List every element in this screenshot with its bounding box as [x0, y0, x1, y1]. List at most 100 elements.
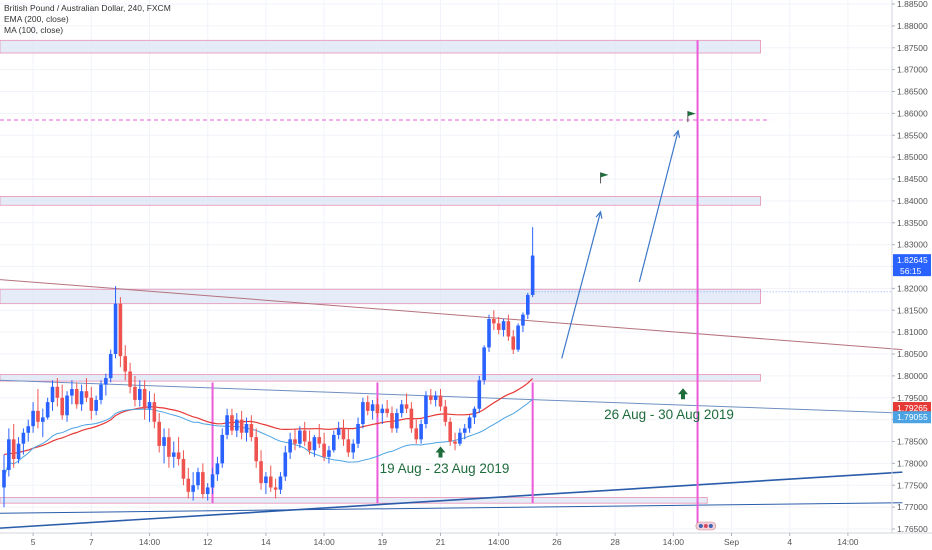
- price-box-bg: [893, 254, 931, 277]
- candle: [472, 406, 477, 424]
- candle: [249, 415, 254, 442]
- time-axis-label: 26: [552, 537, 562, 547]
- candle: [65, 391, 69, 422]
- candle-body: [419, 424, 423, 440]
- candle-body: [336, 428, 341, 435]
- chart-legend: British Pound / Australian Dollar, 240, …: [4, 3, 171, 36]
- price-axis-label: 1.82000: [897, 283, 928, 293]
- candle: [482, 345, 486, 385]
- candle: [239, 410, 244, 440]
- candle: [516, 323, 520, 352]
- forecast-arrow-shaft: [638, 130, 679, 282]
- price-axis-label: 1.76500: [897, 524, 928, 534]
- candle-body: [327, 450, 331, 457]
- candle-body: [472, 408, 477, 418]
- time-axis-label: 14: [261, 537, 271, 547]
- candle-body: [351, 443, 355, 453]
- candle-body: [365, 402, 370, 411]
- candle-body: [65, 395, 69, 416]
- candle: [288, 432, 292, 459]
- candle: [307, 430, 312, 455]
- candle-body: [511, 336, 516, 350]
- candle: [55, 378, 60, 407]
- legend-ma: MA (100, close): [4, 25, 64, 35]
- candle: [118, 297, 123, 368]
- sr-zone: [0, 374, 761, 382]
- candle-body: [99, 384, 103, 400]
- candle: [264, 472, 268, 494]
- trend-line: [0, 279, 903, 351]
- candle: [380, 404, 385, 424]
- candle: [133, 375, 137, 407]
- candle: [186, 467, 191, 499]
- candle-body: [89, 397, 94, 411]
- candle: [45, 397, 50, 420]
- price-axis-label: 1.87500: [897, 43, 928, 53]
- candle: [113, 286, 118, 359]
- candle-body: [128, 371, 132, 387]
- candle-body: [94, 399, 98, 411]
- trend-line: [0, 471, 903, 529]
- candle-body: [356, 424, 360, 444]
- candle: [157, 413, 161, 453]
- price-box-bg: [893, 411, 931, 424]
- candle: [147, 391, 152, 422]
- time-axis-label: 14:00: [139, 537, 161, 547]
- candle: [36, 389, 40, 429]
- candle: [462, 424, 467, 440]
- candle-body: [167, 437, 171, 457]
- candle-body: [36, 410, 40, 422]
- price-box-label: 1.82645: [897, 255, 928, 265]
- candle-body: [307, 441, 312, 451]
- candle-body: [210, 474, 215, 488]
- candle-body: [11, 439, 16, 459]
- candle: [41, 408, 45, 438]
- candle-body: [45, 402, 50, 418]
- candle: [293, 428, 297, 451]
- candle: [298, 426, 302, 449]
- candle-body: [79, 391, 84, 405]
- candle-body: [157, 421, 161, 446]
- candle-body: [196, 472, 200, 486]
- candle: [128, 362, 132, 394]
- time-axis-label: 19: [378, 537, 388, 547]
- candle-body: [239, 419, 244, 433]
- candle-body: [317, 437, 322, 444]
- candle-body: [113, 303, 118, 354]
- candle-body: [31, 410, 35, 427]
- candle: [496, 316, 501, 335]
- time-axis-label: Sep: [724, 537, 739, 547]
- candle-body: [249, 424, 254, 438]
- candle-body: [104, 378, 108, 385]
- candle-body: [467, 417, 472, 429]
- price-axis-label: 1.83500: [897, 218, 928, 228]
- candle-body: [506, 321, 511, 337]
- candle: [399, 399, 404, 418]
- candle: [424, 391, 428, 429]
- candle: [390, 406, 394, 433]
- candle-body: [84, 391, 89, 398]
- ma-price-box: 1.79055: [893, 411, 931, 424]
- price-axis-label: 1.81000: [897, 327, 928, 337]
- candle: [215, 456, 220, 481]
- forecast-arrow-shaft: [561, 211, 602, 359]
- sr-zone: [0, 497, 708, 504]
- candle-body: [191, 485, 195, 492]
- candle: [409, 402, 414, 433]
- candle-body: [370, 404, 375, 411]
- candle: [268, 465, 273, 492]
- candle-body: [395, 413, 399, 429]
- candle: [108, 349, 113, 383]
- candle-body: [142, 389, 147, 409]
- candle: [438, 389, 443, 411]
- candle-body: [288, 439, 292, 453]
- candle: [341, 419, 346, 446]
- candle: [84, 378, 89, 403]
- price-axis-label: 1.81500: [897, 305, 928, 315]
- candle: [433, 391, 438, 407]
- candle-body: [375, 404, 380, 414]
- candle-body: [458, 432, 462, 444]
- candle-body: [215, 463, 220, 475]
